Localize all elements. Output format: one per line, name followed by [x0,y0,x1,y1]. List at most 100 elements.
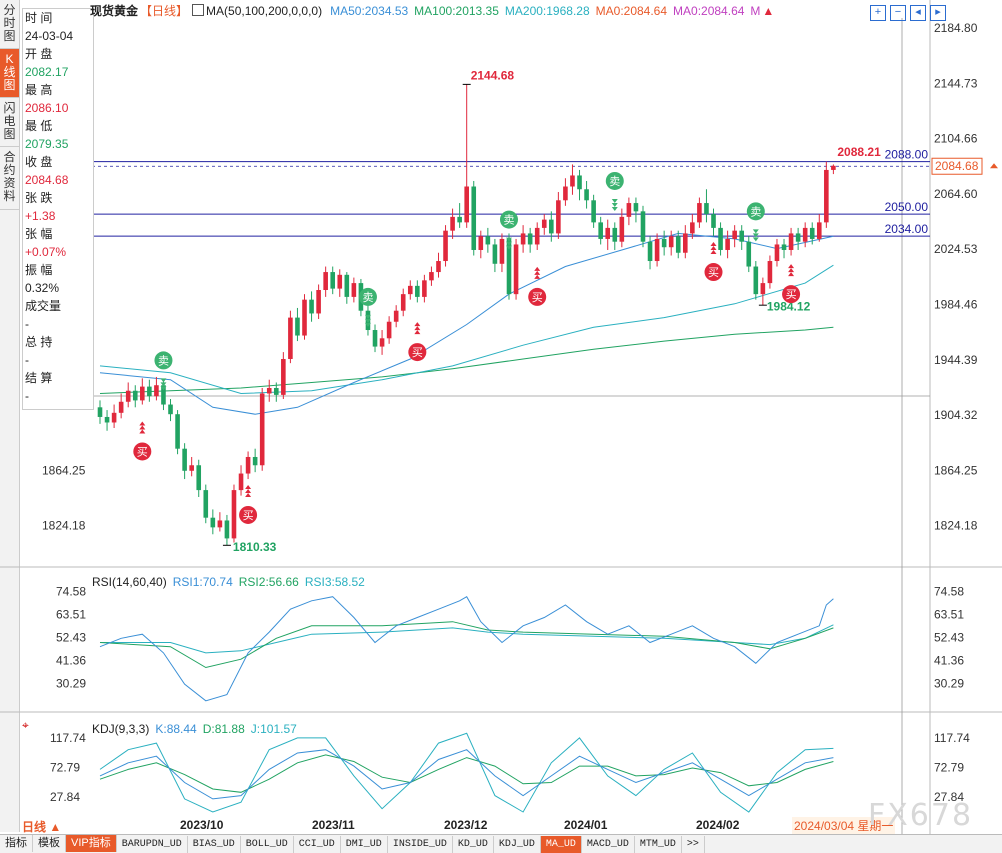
buy-arrow [534,274,541,279]
current-price-tag [931,157,983,175]
prev-icon[interactable]: ◂ [910,5,926,21]
candle-body [330,272,336,289]
candle-body [415,285,420,297]
vip-indicator-button[interactable]: VIP指标 [66,835,117,852]
candle-body [654,238,660,262]
sell-arrow [611,206,618,211]
candle-body [831,165,836,170]
price-tick: 1824.18 [934,519,978,533]
signal-text: 卖 [504,214,515,227]
indicator-kdj[interactable]: KDJ_UD [494,836,541,853]
candle-body [802,227,808,242]
close-label: 收 盘 [25,155,53,169]
amp-value: 0.32% [25,281,60,295]
rsi-tick: 74.58 [934,584,964,598]
candle-body [760,283,766,295]
candle-body [175,414,180,449]
kdj-tick-left: 117.74 [50,731,86,745]
rsi2-value: RSI2:56.66 [238,575,299,589]
buy-arrow [710,242,717,247]
volume-value: - [25,317,29,331]
indicator-kd[interactable]: KD_UD [453,836,494,853]
high-label: 最 高 [25,83,53,97]
amp-label: 振 幅 [25,263,53,277]
indicator-bar: 指标 模板 VIP指标 BARUPDN_UD BIAS_UD BOLL_UD CCI_UD D… [0,834,1002,853]
arrow-up-icon[interactable]: ▲ [762,4,775,18]
next-icon[interactable]: ▸ [930,5,946,21]
kdj-tick: 72.79 [934,761,964,775]
signal-text: 卖 [158,354,169,367]
tab-flash[interactable]: 闪电图 [0,98,19,147]
candle-body [111,412,117,423]
candle-body [471,186,477,250]
buy-arrow [245,488,252,493]
indicator-boll[interactable]: BOLL_UD [241,836,294,853]
tab-contract[interactable]: 合约资料 [0,147,19,210]
indicator-bias[interactable]: BIAS_UD [188,836,241,853]
tab-timeshare[interactable]: 分时图 [0,0,19,49]
close-value: 2084.68 [25,173,69,187]
indicator-cci[interactable]: CCI_UD [294,836,341,853]
chart-canvas[interactable]: 2184.80 2144.73 2104.66 2064.60 2024.53 1984.… [0,0,1002,834]
crosshair-icon[interactable]: ⌖ [22,718,29,732]
period-selector[interactable]: 日线 ▲ [22,820,62,834]
candle-body [436,261,441,273]
indicator-barupdn[interactable]: BARUPDN_UD [117,836,188,853]
indicator-inside[interactable]: INSIDE_UD [388,836,453,853]
buy-arrow [139,425,146,430]
sell-signal [605,171,624,190]
date-tick-4: 2024/02 [696,818,740,832]
change-label: 张 跌 [25,191,53,205]
high-annotation: 2144.68 [471,69,515,83]
signal-text: 卖 [362,291,373,304]
signal-text: 卖 [750,205,761,218]
buy-arrow [534,266,541,271]
candle-body [478,236,484,250]
indicator-menu[interactable]: 指标 [0,835,33,852]
kdj-d-line [99,754,834,793]
kdj-tick-left: 72.79 [50,761,80,775]
candle-body [690,222,695,234]
signal-text: 买 [137,445,148,458]
kdj-tick-left: 27.84 [50,790,80,804]
candle-body [266,387,272,394]
candle-body [464,186,469,223]
price-tick: 1984.46 [934,298,978,312]
chart-toolbar: + − ◂ ▸ [866,2,946,21]
open-interest-label: 总 持 [25,335,53,349]
ma-params[interactable]: MA(50,100,200,0,0,0) [206,4,323,18]
candle-body [443,230,448,262]
zoom-in-icon[interactable]: + [870,5,886,21]
candle-body [513,244,519,295]
level-label: 2050.00 [885,200,929,214]
indicator-ma[interactable]: MA_UD [540,836,582,853]
price-tick: 2184.80 [934,21,978,35]
buy-signal [782,285,801,304]
indicator-macd[interactable]: MACD_UD [582,836,635,853]
candle-body [485,236,491,245]
candle-body [450,216,455,231]
candle-body [661,238,667,248]
date-tick-2: 2023/12 [444,818,488,832]
indicator-mtm[interactable]: MTM_UD [635,836,682,853]
more-indicators-button[interactable]: >> [682,836,705,853]
rsi-tick-left: 41.36 [56,654,86,668]
zoom-out-icon[interactable]: − [890,5,906,21]
tab-kline[interactable]: K线图 [0,49,19,98]
candle-body [795,233,801,242]
template-menu[interactable]: 模板 [33,835,66,852]
signal-text: 买 [786,288,797,301]
candle-body [224,520,230,539]
kdj-j-line [99,732,834,813]
candle-body [316,290,321,314]
indicator-dmi[interactable]: DMI_UD [341,836,388,853]
candle-body [499,238,505,264]
candle-body [570,175,575,187]
candle-body [407,285,413,295]
candle-body [647,241,653,262]
candle-body [506,238,512,295]
candle-body [556,200,561,234]
change-value: +1.38 [25,209,56,223]
candle-body [273,387,279,395]
candle-body [238,473,244,491]
